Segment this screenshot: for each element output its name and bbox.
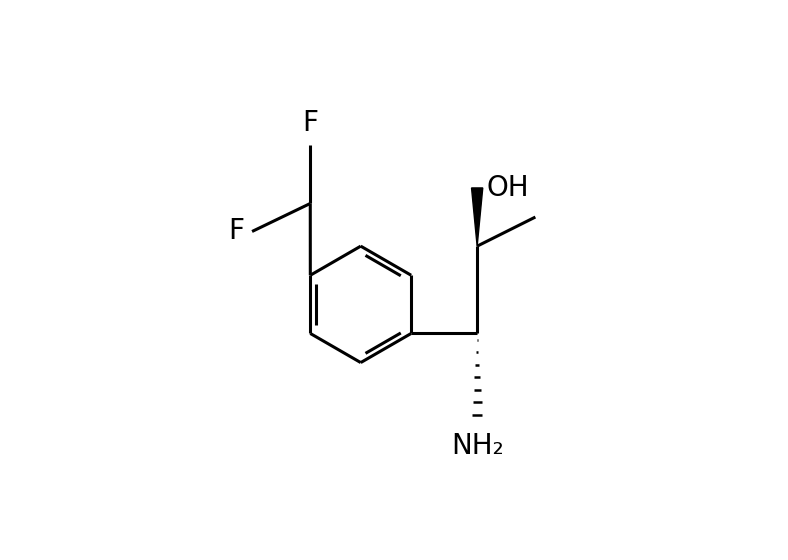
Text: F: F	[229, 217, 244, 245]
Polygon shape	[471, 188, 483, 246]
Text: NH₂: NH₂	[451, 432, 504, 460]
Text: OH: OH	[487, 174, 530, 202]
Text: F: F	[303, 110, 318, 138]
